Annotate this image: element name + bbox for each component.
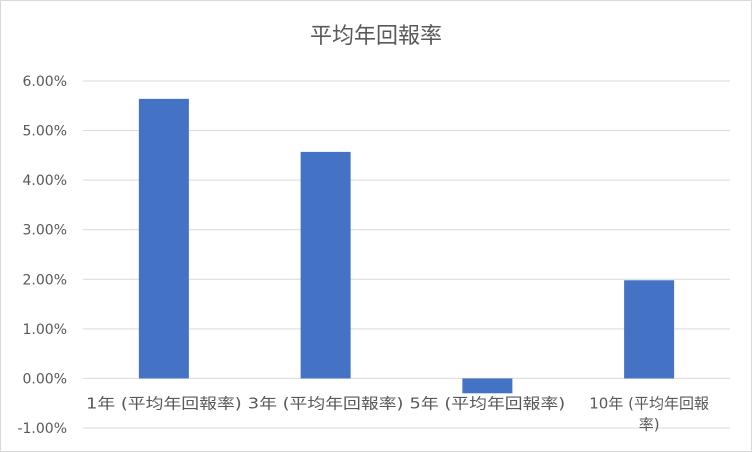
bar bbox=[138, 98, 189, 379]
y-tick-label: 3.00% bbox=[23, 223, 67, 239]
y-tick-label: 1.00% bbox=[23, 322, 67, 338]
bar bbox=[624, 280, 675, 379]
bar bbox=[462, 378, 513, 394]
y-tick-label: 4.00% bbox=[23, 173, 67, 189]
y-tick-label: -1.00% bbox=[17, 421, 67, 437]
x-tick-label: 5年 (平均年回報率) bbox=[410, 394, 566, 412]
y-tick-label: 5.00% bbox=[23, 124, 67, 140]
x-tick-label: 10年 (平均年回報率) bbox=[589, 394, 709, 433]
y-tick-label: 2.00% bbox=[23, 272, 67, 288]
x-tick-label: 3年 (平均年回報率) bbox=[248, 394, 404, 412]
y-tick-label: 6.00% bbox=[23, 74, 67, 90]
chart-title: 平均年回報率 bbox=[309, 24, 442, 49]
y-tick-label: 0.00% bbox=[23, 371, 67, 387]
bar bbox=[300, 151, 351, 379]
x-tick-label: 1年 (平均年回報率) bbox=[86, 394, 242, 412]
